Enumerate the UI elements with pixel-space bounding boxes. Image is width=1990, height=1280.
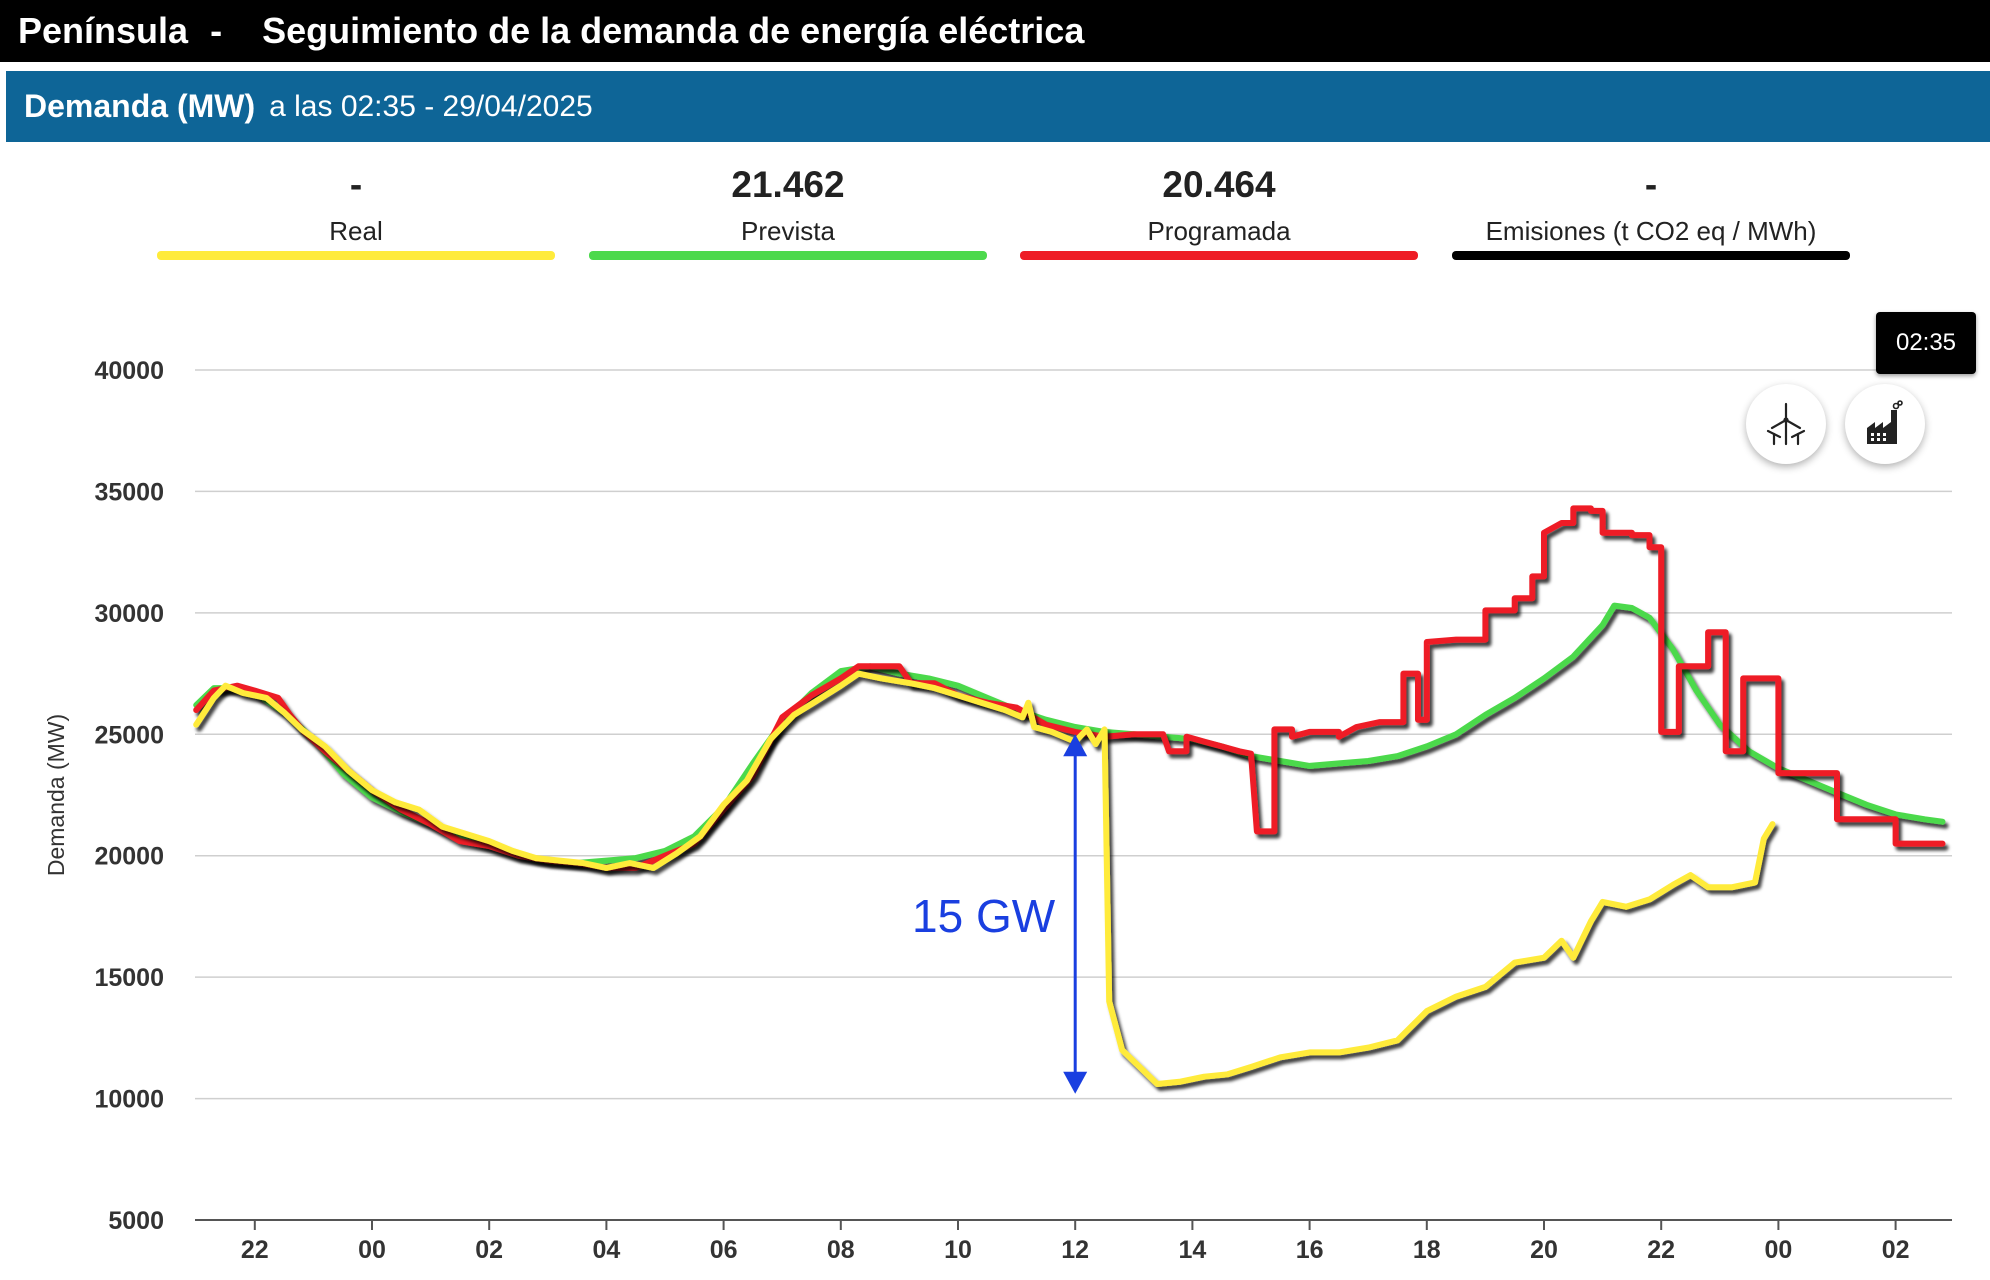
x-tick-label: 08 — [827, 1236, 855, 1264]
x-tick-label: 02 — [1882, 1236, 1910, 1264]
x-tick-label: 06 — [710, 1236, 738, 1264]
metric-label: Demanda (MW) — [24, 88, 256, 124]
y-tick-label: 10000 — [94, 1086, 164, 1114]
x-tick-label: 00 — [1764, 1236, 1792, 1264]
y-tick-label: 25000 — [94, 721, 164, 749]
factory-icon — [1867, 400, 1903, 444]
x-tick-label: 00 — [358, 1236, 386, 1264]
title-separator: - — [210, 10, 223, 51]
kpi-emisiones-color-bar — [1452, 251, 1850, 260]
kpi-programada[interactable]: 20.464 Programada — [1020, 160, 1418, 260]
y-tick-label: 35000 — [94, 478, 164, 506]
tooltip-time: 02:35 — [1895, 329, 1957, 356]
y-tick-label: 20000 — [94, 843, 164, 871]
annotation-arrow-head-bottom — [1063, 1071, 1088, 1094]
kpi-prevista-color-bar — [589, 251, 987, 260]
kpi-programada-value: 20.464 — [1162, 164, 1276, 205]
timestamp-label: a las 02:35 - 29/04/2025 — [269, 89, 593, 123]
y-tick-label: 5000 — [108, 1207, 164, 1235]
kpi-real-color-bar — [157, 251, 555, 260]
demand-header: Demanda (MW) a las 02:35 - 29/04/2025 — [6, 71, 1990, 142]
kpi-prevista-value: 21.462 — [731, 164, 845, 205]
y-axis-label: Demanda (MW) — [43, 714, 69, 876]
wind-turbine-icon — [1766, 402, 1806, 446]
x-tick-label: 12 — [1061, 1236, 1089, 1264]
x-tick-label: 02 — [475, 1236, 503, 1264]
wind-button[interactable] — [1746, 384, 1826, 464]
y-tick-label: 30000 — [94, 600, 164, 628]
kpi-real-label: Real — [329, 216, 383, 246]
annotation-label: 15 GW — [912, 890, 1056, 942]
series-line-prevista — [193, 602, 1946, 866]
page-title: Seguimiento de la demanda de energía elé… — [262, 10, 1085, 51]
y-tick-label: 15000 — [94, 964, 164, 992]
x-tick-label: 22 — [241, 1236, 269, 1264]
factory-button[interactable] — [1845, 384, 1925, 464]
x-tick-label: 20 — [1530, 1236, 1558, 1264]
kpi-prevista[interactable]: 21.462 Prevista — [589, 160, 987, 260]
x-tick-label: 14 — [1178, 1236, 1206, 1264]
region-name: Península — [18, 10, 189, 51]
annotation-arrow-head-top — [1063, 734, 1088, 757]
kpi-programada-color-bar — [1020, 251, 1418, 260]
x-tick-label: 04 — [592, 1236, 620, 1264]
kpi-emisiones[interactable]: - Emisiones (t CO2 eq / MWh) — [1452, 160, 1850, 260]
kpi-emisiones-label: Emisiones (t CO2 eq / MWh) — [1485, 216, 1817, 246]
x-tick-label: 16 — [1296, 1236, 1324, 1264]
x-tick-label: 18 — [1413, 1236, 1441, 1264]
x-tick-label: 10 — [944, 1236, 972, 1264]
kpi-prevista-label: Prevista — [741, 216, 835, 246]
y-tick-label: 40000 — [94, 357, 164, 385]
kpi-real[interactable]: - Real — [157, 160, 555, 260]
kpi-real-value: - — [349, 164, 363, 205]
kpi-programada-label: Programada — [1147, 216, 1291, 246]
kpi-emisiones-value: - — [1644, 164, 1658, 205]
title-bar: Península - Seguimiento de la demanda de… — [0, 0, 1990, 62]
series-line-real — [193, 670, 1776, 1087]
x-tick-label: 22 — [1647, 1236, 1675, 1264]
time-tooltip: 02:35 — [1876, 312, 1976, 374]
series-line-programada — [193, 505, 1946, 871]
